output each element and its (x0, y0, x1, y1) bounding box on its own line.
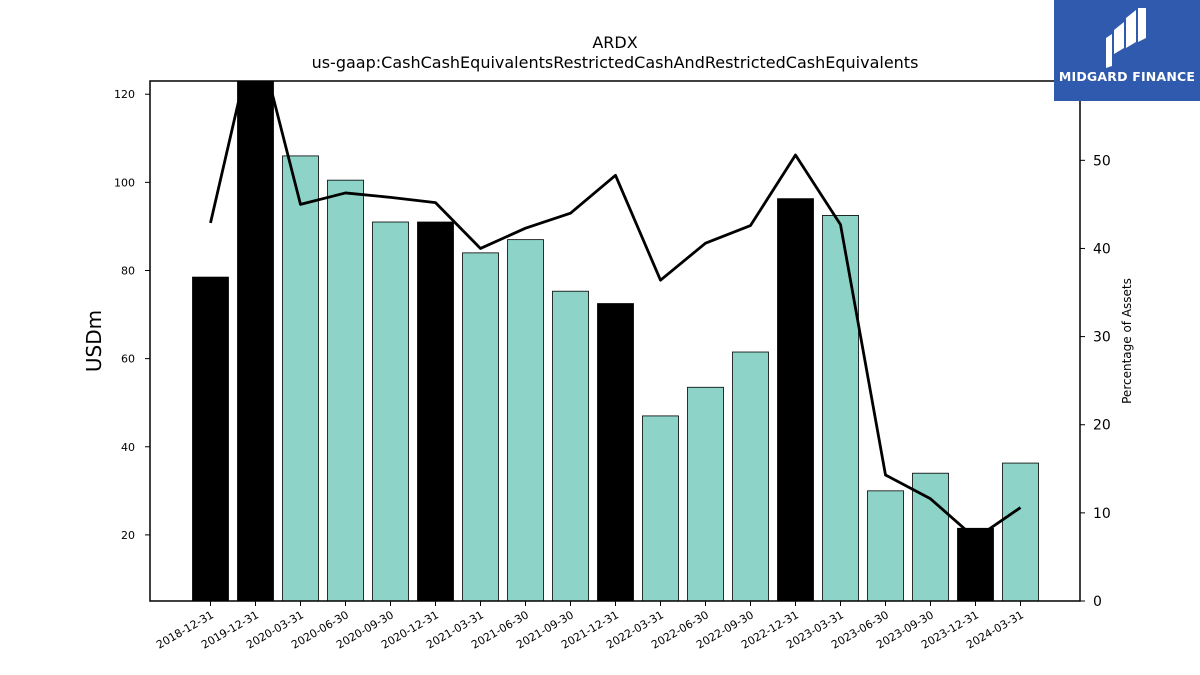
y-tick-label: 20 (121, 529, 135, 542)
bar-2021-09-30 (552, 290, 589, 601)
y2-tick-label: 50 (1093, 153, 1111, 169)
y-axis: 20 40 60 80 100 120 (114, 88, 150, 542)
logo-text: MIDGARD FINANCE (1058, 69, 1196, 84)
bar-2023-03-31 (822, 215, 859, 601)
y-tick-label: 60 (121, 353, 135, 366)
bar-2021-06-30 (507, 239, 544, 601)
bar-2020-06-30 (327, 179, 364, 601)
bar-2021-12-31 (597, 303, 634, 601)
midgard-finance-logo: MIDGARD FINANCE (1054, 0, 1200, 101)
line-series (209, 81, 1022, 540)
x-axis: 2018-12-312019-12-312020-03-312020-06-30… (154, 601, 1026, 652)
y-tick-label: 120 (114, 88, 135, 101)
bar-2020-12-31 (417, 221, 454, 601)
bar-2019-12-31 (237, 81, 274, 601)
bar-2022-03-31 (642, 415, 679, 601)
y-tick-label: 40 (121, 441, 135, 454)
bar-2022-12-31 (777, 198, 814, 601)
bar-2022-09-30 (732, 351, 769, 601)
y2-tick-label: 30 (1093, 330, 1111, 346)
y-tick-label: 100 (114, 176, 135, 189)
bar-2020-09-30 (372, 221, 409, 601)
y-tick-label: 80 (121, 264, 135, 277)
chart-subtitle: us-gaap:CashCashEquivalentsRestrictedCas… (312, 53, 919, 72)
bar-2024-03-31 (1002, 462, 1039, 601)
bar-2023-06-30 (867, 490, 904, 601)
bar-2018-12-31 (192, 276, 229, 601)
y2-axis-label: Percentage of Assets (1120, 278, 1134, 404)
y-axis-label: USDm (82, 310, 106, 372)
chart-title: ARDX (592, 33, 637, 52)
bar-2023-12-31 (957, 527, 994, 601)
y2-tick-label: 10 (1093, 506, 1111, 522)
bar-2022-06-30 (687, 386, 724, 601)
y2-tick-label: 0 (1093, 594, 1102, 610)
midgard-logo-icon (1106, 8, 1146, 68)
bar-2023-09-30 (912, 472, 949, 601)
percentage-of-assets-line (209, 81, 1022, 540)
bar-2020-03-31 (282, 155, 319, 601)
y2-tick-label: 20 (1093, 418, 1111, 434)
bar-2021-03-31 (462, 252, 499, 601)
bar-series (192, 81, 1039, 601)
y2-tick-label: 40 (1093, 241, 1111, 257)
y2-axis: 0 10 20 30 40 50 (1080, 153, 1111, 610)
